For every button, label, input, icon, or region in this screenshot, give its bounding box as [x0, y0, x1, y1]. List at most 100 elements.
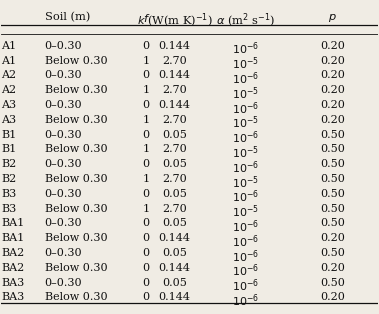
Text: 0.05: 0.05 — [162, 278, 187, 288]
Text: 0–0.30: 0–0.30 — [45, 41, 82, 51]
Text: Below 0.30: Below 0.30 — [45, 56, 107, 66]
Text: 0.50: 0.50 — [320, 174, 345, 184]
Text: 0: 0 — [143, 189, 150, 199]
Text: Soil (m): Soil (m) — [45, 12, 90, 23]
Text: 0: 0 — [143, 292, 150, 302]
Text: B2: B2 — [2, 159, 17, 169]
Text: 0: 0 — [143, 278, 150, 288]
Text: $10^{-6}$: $10^{-6}$ — [232, 100, 260, 116]
Text: 0.20: 0.20 — [320, 115, 345, 125]
Text: 0.50: 0.50 — [320, 248, 345, 258]
Text: 0.50: 0.50 — [320, 144, 345, 154]
Text: 0.144: 0.144 — [158, 70, 191, 80]
Text: $10^{-5}$: $10^{-5}$ — [232, 56, 260, 72]
Text: 0–0.30: 0–0.30 — [45, 130, 82, 140]
Text: 1: 1 — [143, 115, 150, 125]
Text: 0–0.30: 0–0.30 — [45, 100, 82, 110]
Text: 0.05: 0.05 — [162, 159, 187, 169]
Text: Below 0.30: Below 0.30 — [45, 233, 107, 243]
Text: 0.144: 0.144 — [158, 41, 191, 51]
Text: 0.144: 0.144 — [158, 100, 191, 110]
Text: Below 0.30: Below 0.30 — [45, 115, 107, 125]
Text: 0.20: 0.20 — [320, 233, 345, 243]
Text: Below 0.30: Below 0.30 — [45, 203, 107, 214]
Text: Below 0.30: Below 0.30 — [45, 144, 107, 154]
Text: A1: A1 — [2, 56, 17, 66]
Text: $10^{-6}$: $10^{-6}$ — [232, 248, 260, 264]
Text: 0.20: 0.20 — [320, 263, 345, 273]
Text: 0–0.30: 0–0.30 — [45, 278, 82, 288]
Text: BA3: BA3 — [2, 292, 25, 302]
Text: 0–0.30: 0–0.30 — [45, 70, 82, 80]
Text: 0.144: 0.144 — [158, 263, 191, 273]
Text: 0: 0 — [143, 233, 150, 243]
Text: A3: A3 — [2, 100, 17, 110]
Text: 0.20: 0.20 — [320, 85, 345, 95]
Text: $10^{-5}$: $10^{-5}$ — [232, 144, 260, 161]
Text: 0: 0 — [143, 130, 150, 140]
Text: Below 0.30: Below 0.30 — [45, 263, 107, 273]
Text: 1: 1 — [143, 56, 150, 66]
Text: 0: 0 — [143, 100, 150, 110]
Text: $10^{-5}$: $10^{-5}$ — [232, 203, 260, 220]
Text: 0.20: 0.20 — [320, 41, 345, 51]
Text: $10^{-6}$: $10^{-6}$ — [232, 130, 260, 146]
Text: $10^{-6}$: $10^{-6}$ — [232, 189, 260, 205]
Text: Below 0.30: Below 0.30 — [45, 85, 107, 95]
Text: Below 0.30: Below 0.30 — [45, 292, 107, 302]
Text: $\alpha$ (m$^2$ s$^{-1}$): $\alpha$ (m$^2$ s$^{-1}$) — [216, 12, 276, 30]
Text: 2.70: 2.70 — [162, 56, 187, 66]
Text: 0.50: 0.50 — [320, 189, 345, 199]
Text: 0.144: 0.144 — [158, 233, 191, 243]
Text: $10^{-6}$: $10^{-6}$ — [232, 263, 260, 279]
Text: 0.50: 0.50 — [320, 278, 345, 288]
Text: 2.70: 2.70 — [162, 115, 187, 125]
Text: $10^{-6}$: $10^{-6}$ — [232, 218, 260, 235]
Text: 0.20: 0.20 — [320, 56, 345, 66]
Text: $10^{-5}$: $10^{-5}$ — [232, 85, 260, 102]
Text: 0.50: 0.50 — [320, 203, 345, 214]
Text: 0.05: 0.05 — [162, 130, 187, 140]
Text: $10^{-5}$: $10^{-5}$ — [232, 174, 260, 191]
Text: 0–0.30: 0–0.30 — [45, 218, 82, 228]
Text: $10^{-6}$: $10^{-6}$ — [232, 233, 260, 250]
Text: B3: B3 — [2, 203, 17, 214]
Text: 2.70: 2.70 — [162, 203, 187, 214]
Text: $10^{-6}$: $10^{-6}$ — [232, 41, 260, 57]
Text: BA3: BA3 — [2, 278, 25, 288]
Text: 0: 0 — [143, 70, 150, 80]
Text: BA2: BA2 — [2, 248, 25, 258]
Text: 0.20: 0.20 — [320, 70, 345, 80]
Text: 0: 0 — [143, 218, 150, 228]
Text: 0.20: 0.20 — [320, 292, 345, 302]
Text: BA2: BA2 — [2, 263, 25, 273]
Text: 0.20: 0.20 — [320, 100, 345, 110]
Text: 1: 1 — [143, 203, 150, 214]
Text: 0–0.30: 0–0.30 — [45, 159, 82, 169]
Text: 0: 0 — [143, 159, 150, 169]
Text: B1: B1 — [2, 130, 17, 140]
Text: 0: 0 — [143, 248, 150, 258]
Text: 2.70: 2.70 — [162, 174, 187, 184]
Text: $10^{-6}$: $10^{-6}$ — [232, 292, 260, 309]
Text: 0.05: 0.05 — [162, 218, 187, 228]
Text: A2: A2 — [2, 70, 17, 80]
Text: 0.05: 0.05 — [162, 189, 187, 199]
Text: $10^{-6}$: $10^{-6}$ — [232, 278, 260, 294]
Text: $10^{-6}$: $10^{-6}$ — [232, 70, 260, 87]
Text: 0.50: 0.50 — [320, 159, 345, 169]
Text: 0.50: 0.50 — [320, 130, 345, 140]
Text: 0.144: 0.144 — [158, 292, 191, 302]
Text: 0: 0 — [143, 41, 150, 51]
Text: A2: A2 — [2, 85, 17, 95]
Text: 0–0.30: 0–0.30 — [45, 248, 82, 258]
Text: $10^{-5}$: $10^{-5}$ — [232, 115, 260, 131]
Text: B3: B3 — [2, 189, 17, 199]
Text: $k$ (W(m K)$^{-1}$): $k$ (W(m K)$^{-1}$) — [136, 12, 212, 30]
Text: 1: 1 — [143, 85, 150, 95]
Text: BA1: BA1 — [2, 218, 25, 228]
Text: $p$: $p$ — [328, 12, 337, 24]
Text: 0–0.30: 0–0.30 — [45, 189, 82, 199]
Text: 1: 1 — [143, 144, 150, 154]
Text: BA1: BA1 — [2, 233, 25, 243]
